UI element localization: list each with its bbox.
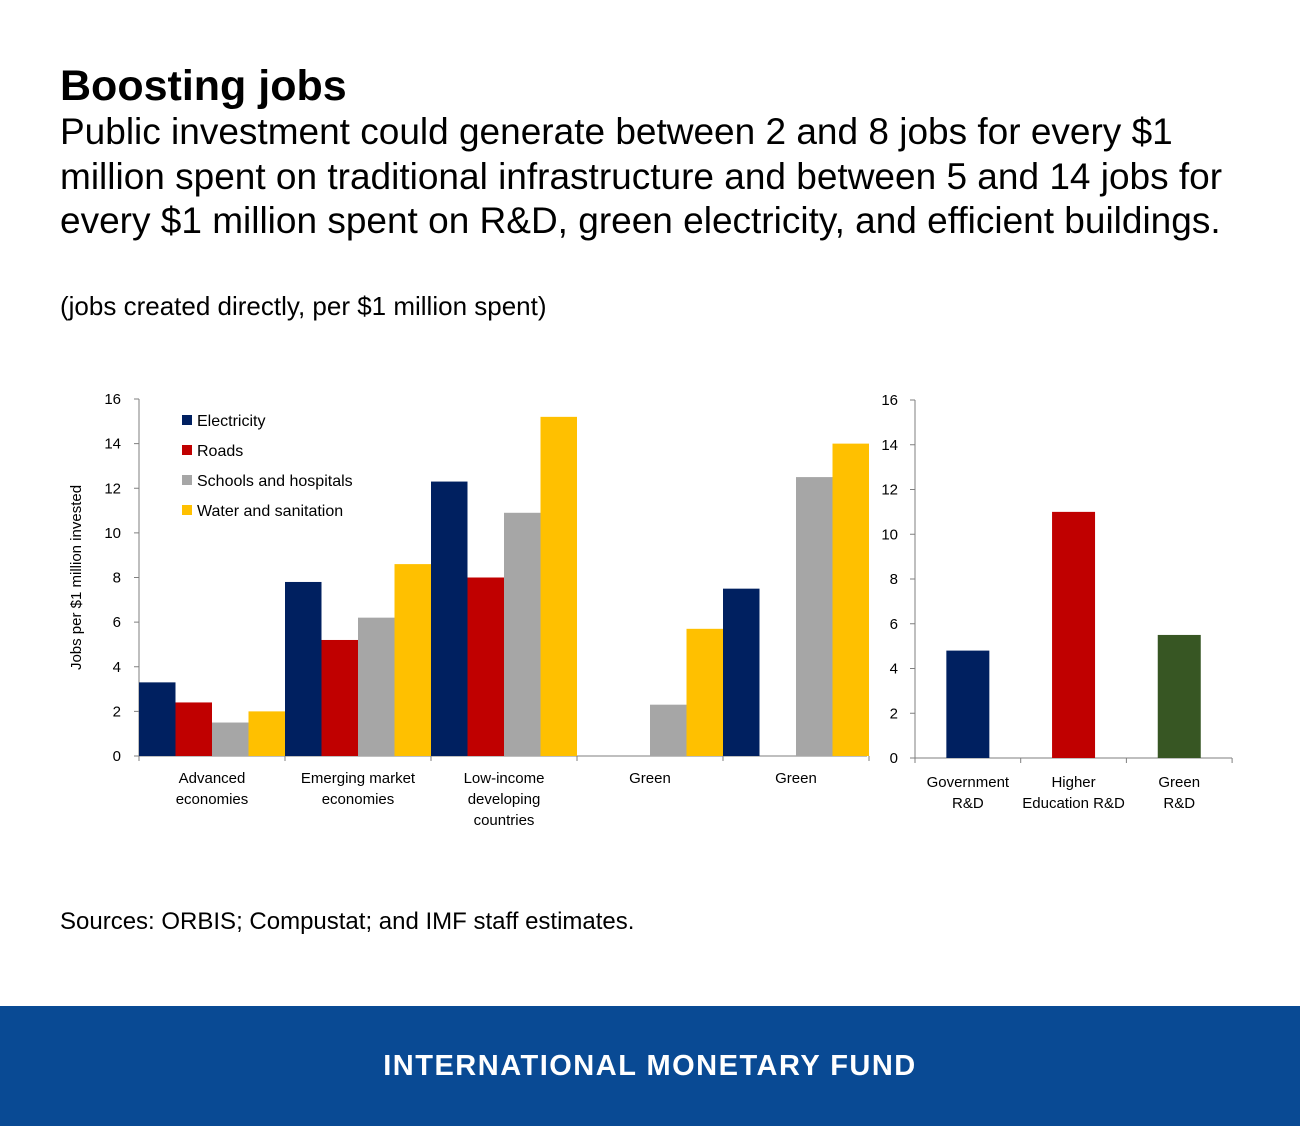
- bar-water-and-sanitation: [248, 711, 285, 756]
- bar-schools-and-hospitals: [796, 477, 833, 756]
- legend-swatch: [182, 505, 192, 515]
- right-y-tick-label: 0: [890, 750, 898, 767]
- footer-bar: INTERNATIONAL MONETARY FUND: [0, 1006, 1300, 1126]
- left-category-label: Green: [629, 770, 671, 787]
- source-note: Sources: ORBIS; Compustat; and IMF staff…: [60, 908, 635, 935]
- left-y-tick-label: 12: [104, 480, 121, 497]
- legend-swatch: [182, 475, 192, 485]
- bar-electricity: [139, 682, 176, 756]
- left-category-label: economies: [176, 791, 249, 808]
- legend-swatch: [182, 445, 192, 455]
- left-category-label: countries: [474, 812, 535, 829]
- left-y-axis-label: Jobs per $1 million invested: [68, 485, 85, 670]
- right-category-label: Education R&D: [1022, 795, 1125, 812]
- bar-water-and-sanitation: [540, 416, 577, 756]
- footer-label: INTERNATIONAL MONETARY FUND: [383, 1049, 917, 1082]
- legend-label: Schools and hospitals: [197, 473, 353, 490]
- left-category-label: Emerging market: [301, 770, 416, 787]
- bar-schools-and-hospitals: [212, 722, 249, 756]
- right-y-tick-label: 10: [881, 526, 898, 543]
- bar-roads: [467, 577, 504, 756]
- left-category-label: Green: [775, 770, 817, 787]
- right-category-label: Government: [927, 774, 1010, 791]
- right-category-label: R&D: [952, 795, 984, 812]
- left-y-tick-label: 6: [113, 614, 121, 631]
- left-y-tick-label: 10: [104, 525, 121, 542]
- units-note: (jobs created directly, per $1 million s…: [60, 291, 547, 321]
- left-y-tick-label: 14: [104, 436, 121, 453]
- bar-schools-and-hospitals: [504, 512, 541, 756]
- bar-electricity: [723, 588, 760, 756]
- right-y-tick-label: 4: [890, 661, 898, 678]
- right-category-label: Green: [1158, 774, 1200, 791]
- left-y-tick-label: 8: [113, 570, 121, 587]
- bar-electricity: [431, 481, 468, 756]
- left-category-label: Advanced: [179, 770, 246, 787]
- legend-label: Water and sanitation: [197, 503, 343, 520]
- right-y-tick-label: 14: [881, 437, 898, 454]
- left-y-tick-label: 0: [113, 748, 121, 765]
- right-category-label: R&D: [1163, 795, 1195, 812]
- left-category-label: developing: [468, 791, 541, 808]
- bar-electricity: [285, 581, 322, 756]
- bar-schools-and-hospitals: [358, 617, 395, 756]
- right-y-tick-label: 12: [881, 482, 898, 499]
- left-category-label: economies: [322, 791, 395, 808]
- right-y-tick-label: 2: [890, 705, 898, 722]
- bar-water-and-sanitation: [832, 443, 869, 756]
- left-y-tick-label: 2: [113, 703, 121, 720]
- right-y-tick-label: 16: [881, 392, 898, 409]
- left-y-tick-label: 16: [104, 391, 121, 408]
- bar-roads: [321, 639, 358, 756]
- rd-bar: [946, 650, 990, 758]
- bar-water-and-sanitation: [394, 564, 431, 756]
- bar-roads: [175, 702, 212, 756]
- bar-schools-and-hospitals: [650, 704, 687, 756]
- charts-area: 0 2 4 6 8 10 12 14 16 Jobs per $1 million investe…: [68, 391, 1233, 829]
- right-y-tick-label: 8: [890, 571, 898, 588]
- right-y-tick-label: 6: [890, 616, 898, 633]
- legend-swatch: [182, 415, 192, 425]
- right-category-label: Higher: [1051, 774, 1095, 791]
- bar-water-and-sanitation: [686, 628, 723, 756]
- left-y-tick-label: 4: [113, 659, 121, 676]
- left-category-label: Low-income: [464, 770, 545, 787]
- rd-bar: [1052, 511, 1096, 758]
- legend-label: Electricity: [197, 413, 265, 430]
- chart-title: Boosting jobs: [60, 62, 347, 110]
- legend-label: Roads: [197, 443, 243, 460]
- rd-bar: [1157, 634, 1201, 758]
- chart-subtitle: Public investment could generate between…: [60, 111, 1223, 241]
